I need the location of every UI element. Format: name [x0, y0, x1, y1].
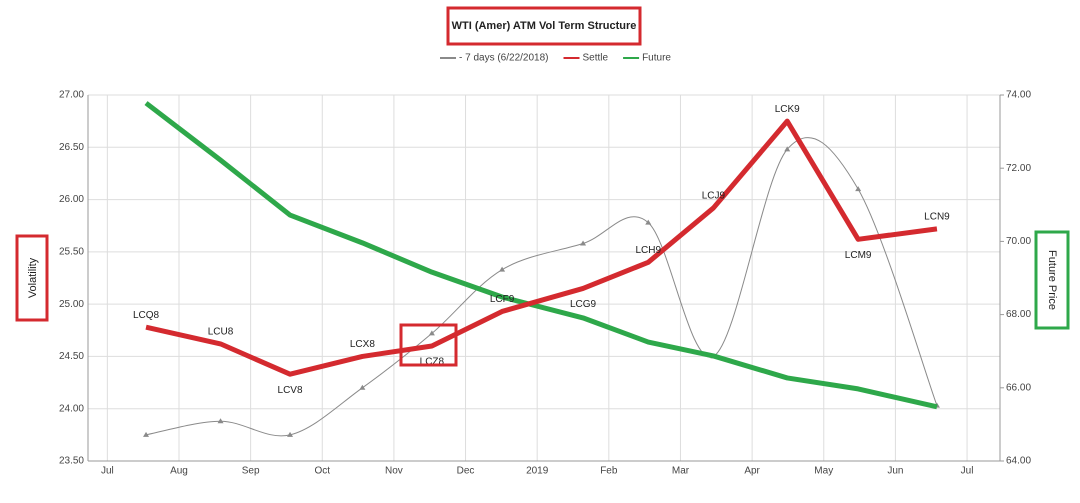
legend-label: Future: [642, 53, 671, 64]
legend-item: Future: [623, 53, 671, 64]
marker: [217, 418, 224, 424]
marker: [855, 186, 862, 192]
legend-label: - 7 days (6/22/2018): [459, 53, 549, 64]
data-label: LCX8: [350, 339, 375, 350]
marker: [499, 266, 506, 272]
chart-title: WTI (Amer) ATM Vol Term Structure: [452, 20, 637, 32]
x-tick-label: Jul: [961, 466, 974, 477]
series-line: [145, 118, 938, 377]
y-tick-label: 26.00: [59, 194, 84, 205]
x-tick-label: Dec: [457, 466, 475, 477]
y-tick-label: 24.50: [59, 351, 84, 362]
data-label: LCM9: [845, 250, 872, 261]
y-axis-title: Volatility: [27, 257, 39, 298]
x-tick-label: Jun: [887, 466, 903, 477]
y2-tick-label: 72.00: [1006, 163, 1031, 174]
data-label: LCQ8: [133, 310, 160, 321]
x-tick-label: Oct: [314, 466, 330, 477]
data-label: LCF9: [490, 294, 515, 305]
x-tick-label: 2019: [526, 466, 549, 477]
legend-item: - 7 days (6/22/2018): [440, 53, 549, 64]
x-tick-label: Sep: [242, 466, 260, 477]
x-tick-label: Mar: [672, 466, 690, 477]
highlight-box: [399, 323, 458, 367]
y-tick-label: 24.00: [59, 403, 84, 414]
x-tick-label: Nov: [385, 466, 403, 477]
y-tick-label: 26.50: [59, 142, 84, 153]
marker: [784, 146, 791, 152]
legend-item: Settle: [563, 53, 609, 64]
data-label: LCV8: [278, 385, 303, 396]
y2-label-box: [1034, 230, 1070, 330]
y2-axis-title: Future Price: [1046, 250, 1058, 310]
legend-label: Settle: [583, 53, 609, 64]
marker: [645, 219, 652, 225]
y2-tick-label: 66.00: [1006, 382, 1031, 393]
series-line: [144, 101, 938, 410]
data-label: LCN9: [924, 211, 950, 222]
y-tick-label: 25.00: [59, 299, 84, 310]
y2-tick-label: 64.00: [1006, 456, 1031, 467]
marker: [580, 240, 587, 246]
marker: [428, 330, 435, 336]
y-tick-label: 25.50: [59, 246, 84, 257]
title-box: [446, 6, 642, 46]
data-label: LCG9: [570, 299, 597, 310]
x-tick-label: Apr: [744, 466, 760, 477]
series-line: [145, 137, 938, 437]
y-tick-label: 27.00: [59, 90, 84, 101]
y-label-box: [15, 234, 49, 322]
x-tick-label: Feb: [600, 466, 618, 477]
y2-tick-label: 74.00: [1006, 90, 1031, 101]
data-label: LCJ9: [702, 191, 726, 202]
marker: [143, 431, 150, 437]
marker: [287, 431, 294, 437]
y-tick-label: 23.50: [59, 456, 84, 467]
data-label: LCZ8: [420, 357, 445, 368]
data-label: LCH9: [635, 245, 661, 256]
y2-tick-label: 68.00: [1006, 309, 1031, 320]
y2-tick-label: 70.00: [1006, 236, 1031, 247]
data-label: LCK9: [775, 104, 800, 115]
x-tick-label: Aug: [170, 466, 188, 477]
marker: [359, 384, 366, 390]
x-tick-label: May: [814, 466, 833, 477]
plot: 23.50 24.00 24.50 25.00 25.50 26.00 26.50 27.00…: [59, 90, 1031, 477]
x-tick-label: Jul: [101, 466, 114, 477]
data-label: LCU8: [208, 327, 234, 338]
